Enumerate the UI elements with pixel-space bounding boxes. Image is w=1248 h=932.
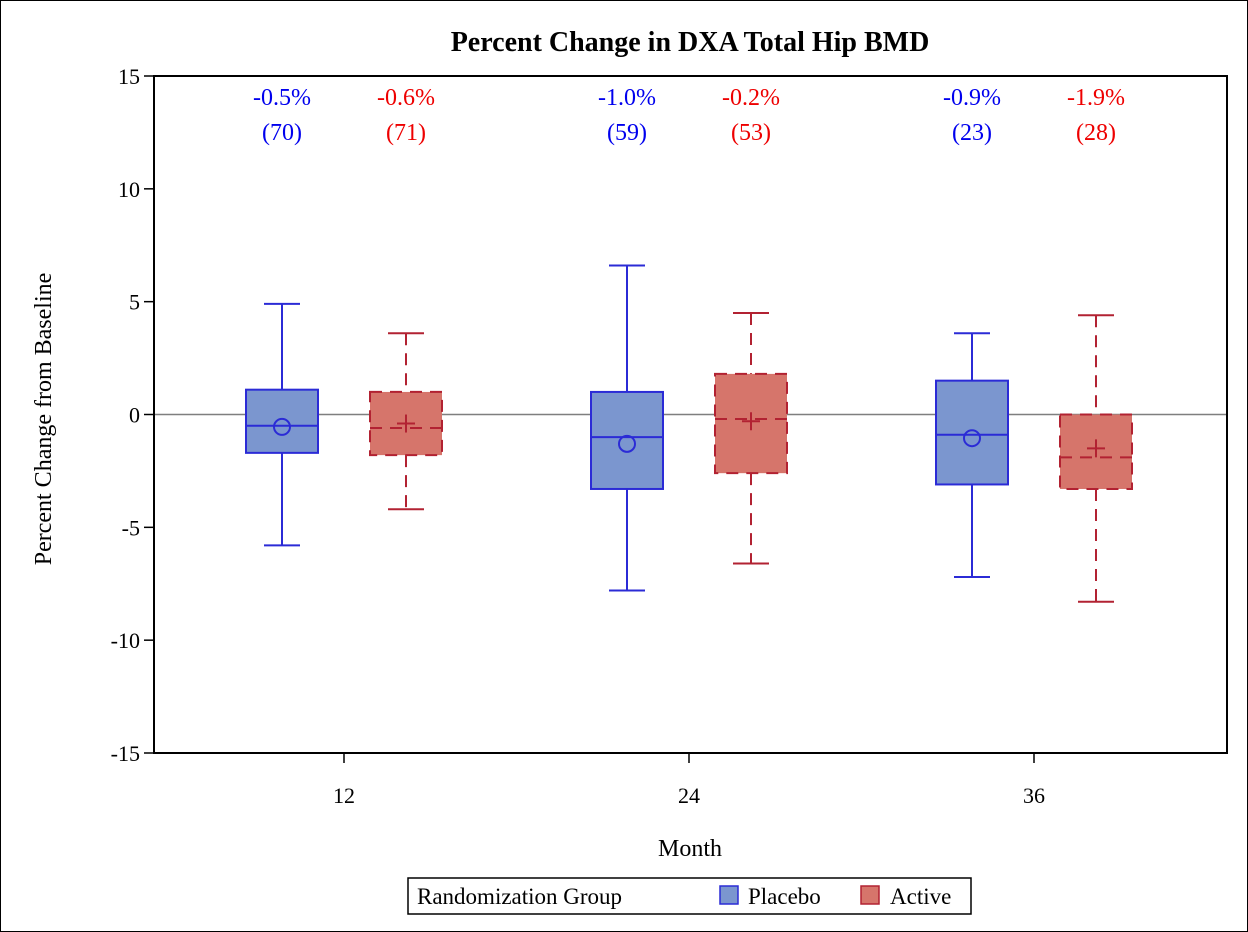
annotation-n: (23) [952,120,992,146]
mean-marker [273,417,291,436]
y-tick-label: -15 [111,741,140,766]
annotation-pct: -0.6% [377,85,435,111]
y-tick-label: 10 [118,177,140,202]
y-tick-label: -5 [122,515,140,540]
annotation-pct: -1.9% [1067,85,1125,111]
legend-swatch-active [860,885,880,905]
y-tick-label: 5 [129,290,140,315]
x-tick-label: 12 [333,783,355,808]
annotation-n: (71) [386,120,426,146]
annotation-pct: -0.5% [253,85,311,111]
y-tick-label: 15 [118,64,140,89]
iqr-box [245,388,319,454]
legend-swatch-placebo [719,885,739,905]
annotation-n: (59) [607,120,647,146]
iqr-box [1059,413,1133,490]
plot-area: -0.5% (70) -1.0% (59) -0.9% (23) -0.6% (71) -0.2… [111,64,1228,808]
annotation-n: (53) [731,120,771,146]
chart-title: Percent Change in DXA Total Hip BMD [451,27,930,58]
x-axis-label: Month [658,836,722,862]
x-tick-label: 24 [678,783,700,808]
iqr-box [590,390,664,490]
mean-marker [963,429,981,448]
y-tick-label: -10 [111,628,140,653]
box-placebo-12: -0.5% (70) [245,85,319,547]
legend: Randomization Group Placebo Active [407,877,972,915]
mean-marker [618,434,636,453]
box-active-36: -1.9% (28) [1059,85,1133,603]
annotation-n: (70) [262,120,302,146]
annotation-pct: -1.0% [598,85,656,111]
legend-label-active: Active [890,884,951,909]
box-active-24: -0.2% (53) [714,85,788,565]
y-axis-label: Percent Change from Baseline [31,273,57,566]
legend-label-placebo: Placebo [748,884,821,909]
box-placebo-24: -1.0% (59) [590,85,664,592]
box-placebo-36: -0.9% (23) [935,85,1009,578]
legend-title: Randomization Group [417,884,622,909]
annotation-pct: -0.9% [943,85,1001,111]
box-active-12: -0.6% (71) [369,85,443,511]
annotation-n: (28) [1076,120,1116,146]
annotation-pct: -0.2% [722,85,780,111]
y-tick-label: 0 [129,403,140,428]
x-tick-label: 36 [1023,783,1045,808]
iqr-box [935,379,1009,486]
